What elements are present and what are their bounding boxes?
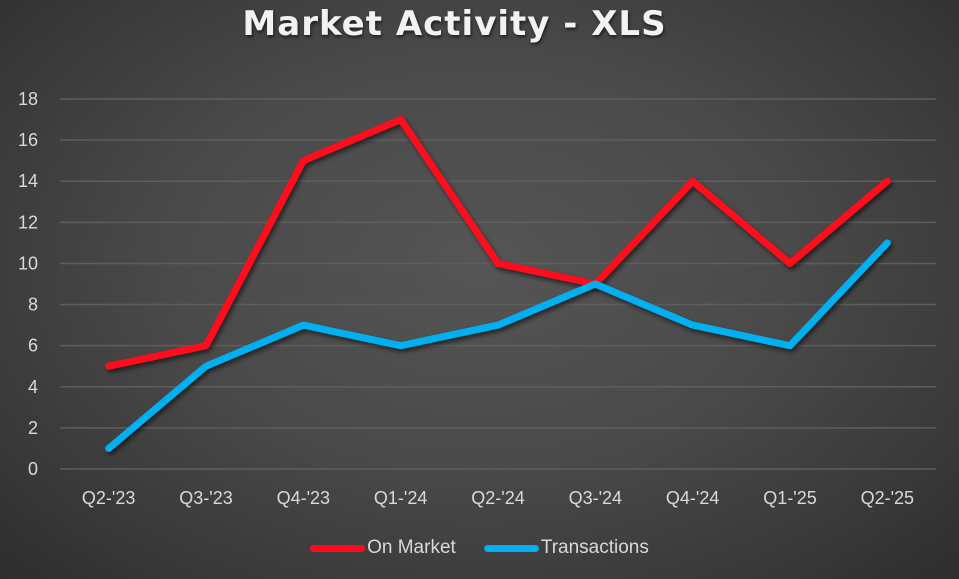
x-tick-label: Q2-'25 (861, 488, 914, 508)
legend-swatch-blue (483, 544, 539, 552)
legend-item-transactions[interactable]: Transactions (483, 537, 649, 559)
x-tick-label: Q4-'24 (666, 488, 719, 508)
y-tick-label: 2 (28, 418, 38, 438)
series-line-transactions[interactable] (105, 239, 891, 452)
legend: On Market Transactions (0, 537, 959, 559)
y-tick-label: 0 (28, 459, 38, 479)
x-tick-label: Q3-'23 (179, 488, 232, 508)
legend-label: Transactions (540, 537, 649, 558)
y-axis-labels: 0 2 4 6 8 10 12 14 16 18 (18, 89, 38, 479)
legend-swatch-red (310, 544, 366, 552)
y-tick-label: 18 (18, 89, 38, 109)
x-tick-label: Q2-'24 (471, 488, 524, 508)
x-tick-label: Q3-'24 (569, 488, 622, 508)
y-tick-label: 16 (18, 130, 38, 150)
legend-item-on-market[interactable]: On Market (310, 537, 456, 559)
y-tick-label: 10 (18, 253, 38, 273)
x-tick-label: Q4-'23 (277, 488, 330, 508)
y-tick-label: 8 (28, 295, 38, 315)
chart-title: Market Activity - XLS (242, 4, 667, 44)
y-tick-label: 4 (28, 377, 38, 397)
x-tick-label: Q1-'24 (374, 488, 427, 508)
y-tick-label: 14 (18, 171, 38, 191)
y-tick-label: 12 (18, 212, 38, 232)
x-tick-label: Q2-'23 (82, 488, 135, 508)
gridlines (60, 98, 936, 470)
series-lines (105, 116, 891, 452)
legend-label: On Market (367, 537, 456, 558)
y-tick-label: 6 (28, 336, 38, 356)
x-tick-label: Q1-'25 (763, 488, 816, 508)
x-axis-labels: Q2-'23 Q3-'23 Q4-'23 Q1-'24 Q2-'24 Q3-'24 Q4-'… (82, 488, 914, 508)
series-line-on-market[interactable] (105, 116, 891, 370)
